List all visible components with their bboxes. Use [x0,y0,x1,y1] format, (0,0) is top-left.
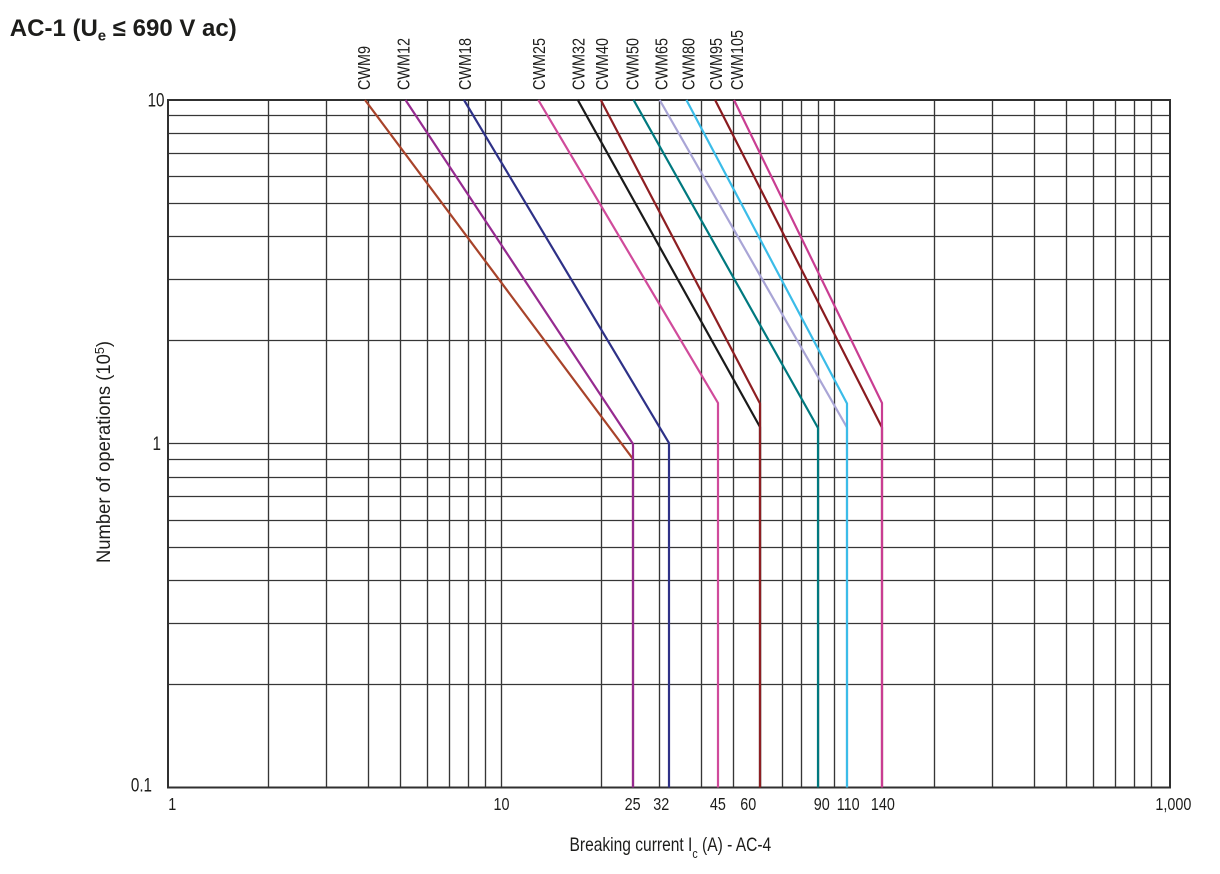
svg-text:CWM25: CWM25 [529,38,549,90]
svg-text:CWM65: CWM65 [652,38,672,90]
svg-text:CWM105: CWM105 [727,30,747,90]
svg-text:60: 60 [740,795,756,815]
svg-text:CWM40: CWM40 [593,38,613,90]
svg-text:110: 110 [837,795,860,815]
svg-text:CWM95: CWM95 [707,38,727,90]
svg-text:0.1: 0.1 [131,774,152,796]
svg-text:32: 32 [653,795,669,815]
svg-text:CWM32: CWM32 [569,38,589,90]
svg-text:1: 1 [153,432,161,454]
svg-text:10: 10 [493,795,509,815]
svg-text:CWM12: CWM12 [394,38,414,90]
svg-text:10: 10 [148,89,165,111]
svg-text:CWM18: CWM18 [456,38,476,90]
svg-text:1,000: 1,000 [1155,795,1191,815]
svg-text:AC-1 (Ue ≤ 690 V ac): AC-1 (Ue ≤ 690 V ac) [10,15,237,45]
svg-text:140: 140 [871,795,895,815]
svg-text:CWM9: CWM9 [355,46,375,90]
svg-text:90: 90 [814,795,830,815]
svg-text:CWM50: CWM50 [623,38,643,90]
svg-text:1: 1 [168,795,176,815]
svg-text:25: 25 [625,795,641,815]
svg-text:Breaking current Ic (A) - AC-4: Breaking current Ic (A) - AC-4 [570,834,772,862]
svg-text:CWM80: CWM80 [679,38,699,90]
svg-text:45: 45 [710,795,726,815]
svg-text:Number of operations (105): Number of operations (105) [92,341,114,563]
